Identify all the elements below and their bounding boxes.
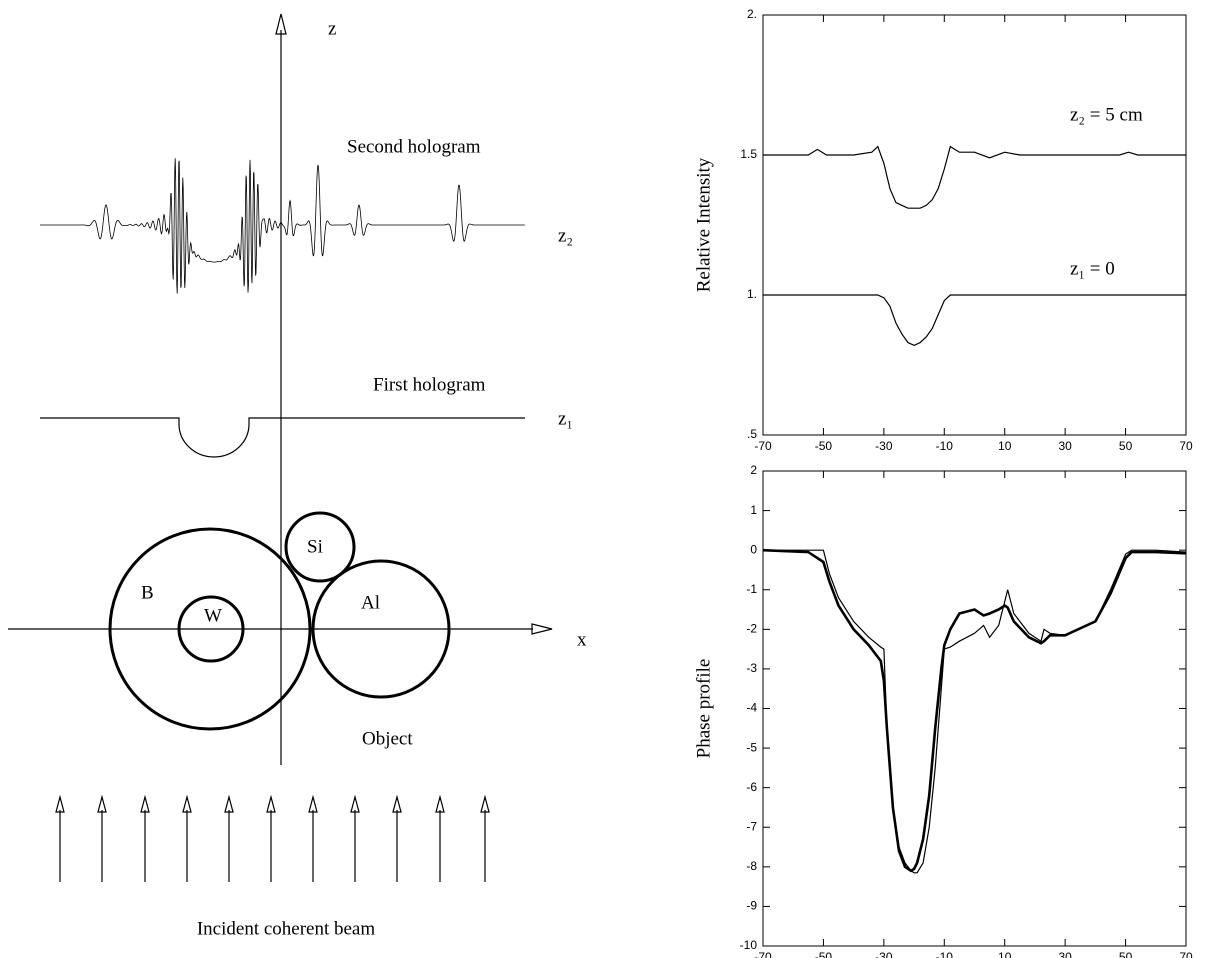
x-tick-label: -70: [754, 950, 772, 958]
beam-head: [480, 794, 490, 813]
circle-al: [311, 559, 451, 699]
beam-head: [392, 794, 402, 813]
label-w: W: [204, 605, 222, 626]
x-arrow: [531, 623, 553, 635]
y-tick-label: -8: [746, 859, 757, 873]
annotation: z₁ = 0: [1070, 258, 1115, 279]
beam-head: [350, 794, 360, 813]
beam-head: [97, 794, 107, 813]
beam-arrows: [55, 794, 490, 882]
z2-label: z₂: [558, 225, 573, 246]
beam-head: [224, 794, 234, 813]
y-tick-label: -1: [746, 582, 757, 596]
x-tick-label: -30: [875, 439, 893, 453]
x-tick-label: -30: [875, 950, 893, 958]
y-tick-label: 1.: [747, 287, 757, 301]
series-line: [763, 549, 1187, 874]
x-tick-label: 10: [998, 950, 1012, 958]
circle-si: [284, 511, 356, 583]
circle-b: [108, 527, 312, 731]
y-tick-label: -2: [746, 622, 757, 636]
annotation: z₂ = 5 cm: [1070, 104, 1143, 125]
y-tick-label: -4: [746, 701, 757, 715]
x-tick-label: -10: [936, 950, 954, 958]
beam-head: [140, 794, 150, 813]
y-axis-label: Phase profile: [693, 659, 714, 759]
beam-head: [266, 794, 276, 813]
beam-label: Incident coherent beam: [197, 918, 376, 939]
x-tick-label: 70: [1179, 950, 1193, 958]
y-tick-label: -7: [746, 819, 757, 833]
y-tick-label: 2.: [747, 7, 757, 21]
beam-head: [55, 794, 65, 813]
y-tick-label: -6: [746, 780, 757, 794]
x-tick-label: 50: [1119, 950, 1133, 958]
x-tick-label: 10: [998, 439, 1012, 453]
x-tick-label: -50: [815, 950, 833, 958]
z-arrow: [275, 13, 287, 35]
x-tick-label: -50: [815, 439, 833, 453]
beam-head: [435, 794, 445, 813]
y-tick-label: -10: [740, 938, 758, 952]
plot-frame: [762, 470, 1187, 947]
x-tick-label: 70: [1179, 439, 1193, 453]
z1-label: z₁: [558, 408, 573, 429]
y-tick-label: 1: [750, 503, 757, 517]
y-tick-label: 2: [750, 463, 757, 477]
series-line: [762, 548, 1187, 873]
plot-frame: [762, 14, 1187, 436]
y-tick-label: 0: [750, 542, 757, 556]
series-line: [763, 294, 1186, 347]
x-tick-label: -10: [936, 439, 954, 453]
y-tick-label: -5: [746, 740, 757, 754]
z-label: z: [328, 18, 336, 39]
beam-head: [308, 794, 318, 813]
label-b: B: [141, 582, 154, 603]
x-tick-label: 30: [1058, 439, 1072, 453]
x-tick-label: -70: [754, 439, 772, 453]
chart: .5 1. 1.5 2. -70 -50 -30 -10 10 30 50 70 Relative In…: [693, 7, 1193, 453]
circle-w: [177, 595, 245, 663]
diagram: z x B W Si Al Object First hologram z₁ S…: [8, 13, 587, 939]
y-axis-label: Relative Intensity: [693, 157, 714, 292]
second-hologram-label: Second hologram: [347, 136, 481, 157]
first-hologram-label: First hologram: [373, 374, 486, 395]
y-tick-label: -9: [746, 899, 757, 913]
object-label: Object: [362, 728, 413, 749]
x-tick-label: 50: [1119, 439, 1133, 453]
x-tick-label: 30: [1058, 950, 1072, 958]
first-hologram-curve: [40, 417, 525, 458]
y-tick-label: .5: [747, 427, 757, 441]
x-label: x: [577, 629, 587, 650]
second-hologram-curve: [40, 158, 525, 294]
series-line: [763, 145, 1186, 209]
y-tick-label: 1.5: [740, 147, 757, 161]
beam-head: [182, 794, 192, 813]
label-si: Si: [307, 536, 323, 557]
label-al: Al: [361, 592, 380, 613]
y-tick-label: -3: [746, 661, 757, 675]
